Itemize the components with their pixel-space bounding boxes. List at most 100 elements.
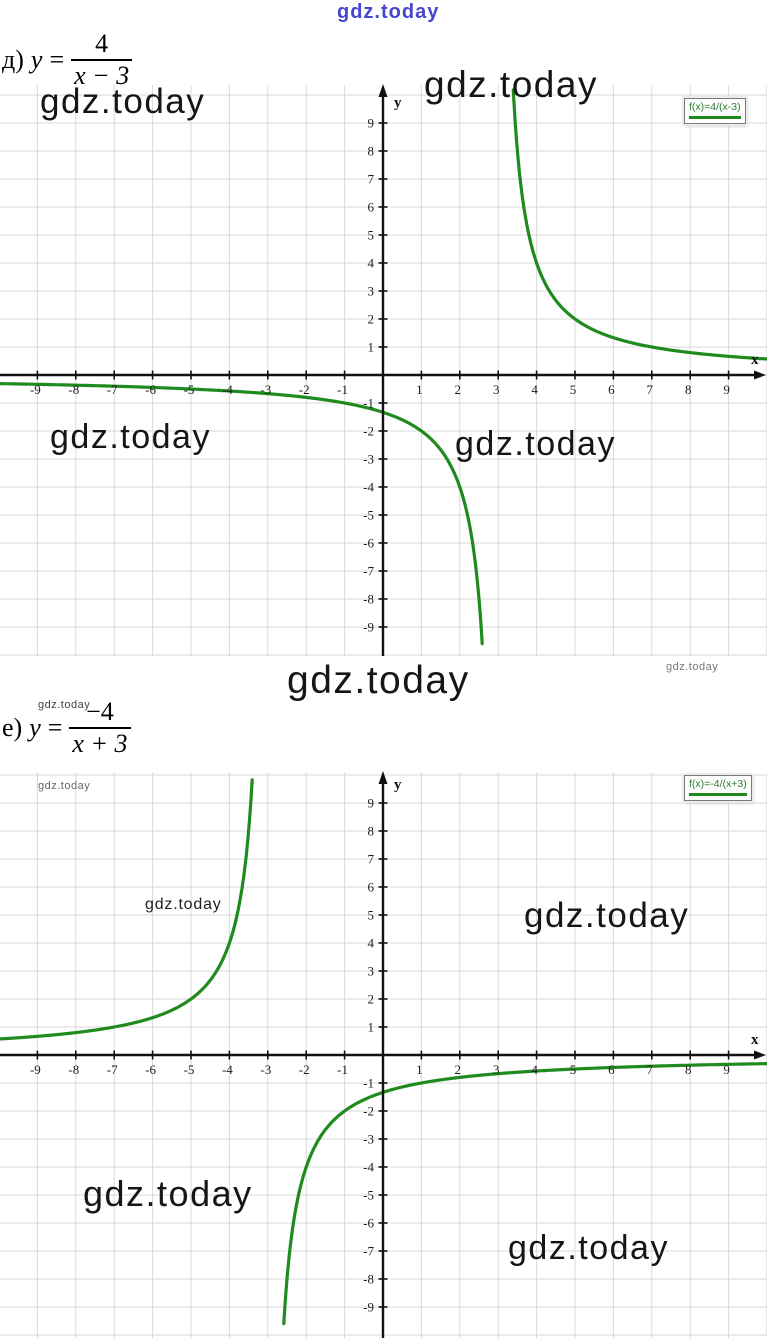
watermark-small: gdz.today <box>145 896 222 913</box>
svg-text:-8: -8 <box>363 1272 374 1287</box>
svg-text:-3: -3 <box>363 452 374 467</box>
svg-text:1: 1 <box>416 382 423 397</box>
svg-text:-9: -9 <box>363 1300 374 1315</box>
svg-text:5: 5 <box>368 228 375 243</box>
svg-text:x: x <box>751 1032 759 1048</box>
svg-text:-7: -7 <box>107 1062 118 1077</box>
svg-text:-4: -4 <box>363 480 374 495</box>
legend-label-d: f(x)=4/(x-3) <box>689 101 741 113</box>
svg-text:3: 3 <box>368 284 375 299</box>
svg-text:4: 4 <box>531 382 538 397</box>
fraction-e-numerator: −4 <box>69 697 131 729</box>
equation-d-label: д) <box>2 45 24 75</box>
svg-text:8: 8 <box>368 824 375 839</box>
legend-box-d: f(x)=4/(x-3) <box>684 98 746 124</box>
watermark-small: gdz.today <box>38 780 91 792</box>
watermark: gdz.today <box>40 82 206 121</box>
svg-text:3: 3 <box>493 1062 500 1077</box>
svg-text:-2: -2 <box>299 382 310 397</box>
svg-text:9: 9 <box>723 1062 730 1077</box>
svg-text:-2: -2 <box>363 1104 374 1119</box>
svg-text:9: 9 <box>723 382 730 397</box>
equation-d: д) y = 4 x − 3 <box>2 29 133 90</box>
svg-text:1: 1 <box>368 1020 375 1035</box>
svg-text:6: 6 <box>608 382 615 397</box>
svg-text:8: 8 <box>685 382 692 397</box>
watermark: gdz.today <box>508 1229 669 1267</box>
svg-text:-5: -5 <box>184 382 195 397</box>
watermark-small: gdz.today <box>38 699 91 711</box>
equation-e: е) y = −4 x + 3 <box>2 697 131 758</box>
svg-text:6: 6 <box>368 200 375 215</box>
svg-text:7: 7 <box>368 852 375 867</box>
svg-text:2: 2 <box>368 992 375 1007</box>
legend-label-e: f(x)=-4/(x+3) <box>689 778 747 790</box>
svg-text:-8: -8 <box>363 592 374 607</box>
svg-text:-6: -6 <box>363 536 374 551</box>
fraction-d-denominator: x − 3 <box>74 60 130 90</box>
svg-text:7: 7 <box>647 382 654 397</box>
svg-text:-8: -8 <box>68 1062 79 1077</box>
svg-text:-9: -9 <box>363 620 374 635</box>
equation-d-variable: y <box>30 45 43 75</box>
svg-text:-6: -6 <box>145 382 156 397</box>
svg-text:7: 7 <box>368 172 375 187</box>
watermark-small: gdz.today <box>666 661 719 673</box>
svg-text:-7: -7 <box>107 382 118 397</box>
svg-text:6: 6 <box>368 880 375 895</box>
watermark: gdz.today <box>287 659 470 702</box>
svg-text:-5: -5 <box>363 1188 374 1203</box>
svg-text:3: 3 <box>368 964 375 979</box>
watermark: gdz.today <box>455 425 616 463</box>
svg-text:2: 2 <box>455 1062 462 1077</box>
svg-text:8: 8 <box>368 144 375 159</box>
svg-text:-3: -3 <box>260 1062 271 1077</box>
svg-text:2: 2 <box>455 382 462 397</box>
svg-text:-4: -4 <box>222 382 233 397</box>
equation-e-label: е) <box>2 713 23 743</box>
watermark: gdz.today <box>50 418 211 456</box>
svg-text:-4: -4 <box>222 1062 233 1077</box>
svg-text:-1: -1 <box>337 382 348 397</box>
svg-text:-6: -6 <box>145 1062 156 1077</box>
watermark: gdz.today <box>424 64 598 105</box>
svg-text:-8: -8 <box>68 382 79 397</box>
svg-text:-1: -1 <box>363 1076 374 1091</box>
equals-sign: = <box>47 713 63 743</box>
svg-text:-7: -7 <box>363 564 374 579</box>
svg-text:-9: -9 <box>30 382 41 397</box>
svg-text:x: x <box>751 352 759 368</box>
svg-text:4: 4 <box>368 256 375 271</box>
equals-sign: = <box>49 45 65 75</box>
svg-text:-5: -5 <box>363 508 374 523</box>
equation-e-variable: y <box>29 713 41 743</box>
svg-text:y: y <box>394 95 402 111</box>
legend-line-sample <box>689 792 747 796</box>
svg-text:5: 5 <box>570 382 577 397</box>
svg-text:2: 2 <box>368 312 375 327</box>
site-logo-watermark: gdz.today <box>337 1 440 23</box>
svg-text:1: 1 <box>416 1062 423 1077</box>
fraction-e-denominator: x + 3 <box>72 728 128 758</box>
svg-text:3: 3 <box>493 382 500 397</box>
svg-text:-3: -3 <box>363 1132 374 1147</box>
fraction-d-numerator: 4 <box>71 29 133 61</box>
watermark: gdz.today <box>83 1173 253 1214</box>
svg-text:-7: -7 <box>363 1244 374 1259</box>
svg-text:8: 8 <box>685 1062 692 1077</box>
svg-text:4: 4 <box>531 1062 538 1077</box>
svg-text:7: 7 <box>647 1062 654 1077</box>
legend-box-e: f(x)=-4/(x+3) <box>684 775 752 801</box>
fraction-d: 4 x − 3 <box>71 29 133 90</box>
svg-text:1: 1 <box>368 340 375 355</box>
svg-text:-5: -5 <box>184 1062 195 1077</box>
svg-text:-1: -1 <box>337 1062 348 1077</box>
svg-text:-1: -1 <box>363 396 374 411</box>
svg-text:-9: -9 <box>30 1062 41 1077</box>
svg-text:y: y <box>394 777 402 793</box>
svg-text:9: 9 <box>368 116 375 131</box>
svg-text:5: 5 <box>368 908 375 923</box>
svg-text:5: 5 <box>570 1062 577 1077</box>
